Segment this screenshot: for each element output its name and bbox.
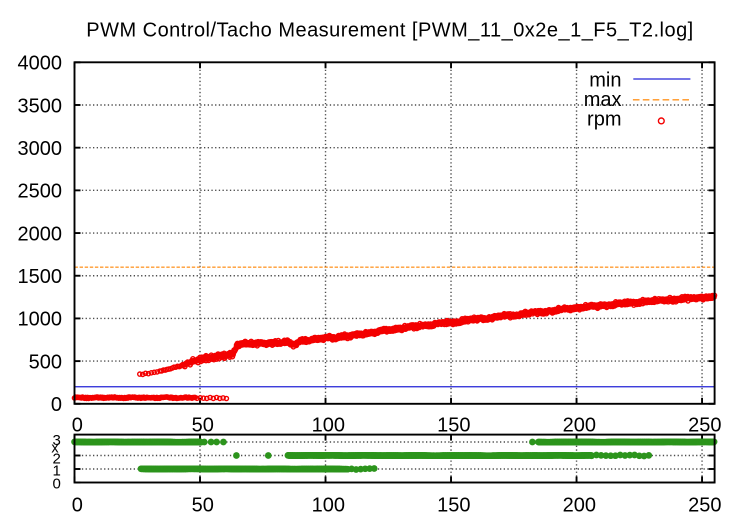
svg-text:2: 2 [52,451,60,468]
svg-text:x: x [51,441,59,457]
svg-text:1: 1 [52,462,60,479]
svg-text:250: 250 [688,415,721,437]
svg-text:250: 250 [688,495,721,517]
svg-text:PWM Control/Tacho Measurement: PWM Control/Tacho Measurement [PWM_11_0x… [86,19,693,41]
svg-text:0: 0 [51,394,62,416]
svg-text:200: 200 [563,415,596,437]
svg-text:200: 200 [563,495,596,517]
svg-text:3: 3 [52,432,60,449]
svg-text:max: max [584,89,622,111]
svg-text:100: 100 [312,495,345,517]
svg-text:0: 0 [72,495,83,517]
svg-text:0: 0 [72,415,83,437]
svg-text:3000: 3000 [18,138,63,160]
svg-text:100: 100 [312,415,345,437]
svg-text:1000: 1000 [18,309,63,331]
svg-text:500: 500 [29,351,62,373]
svg-text:50: 50 [192,495,214,517]
svg-text:150: 150 [437,495,470,517]
svg-text:rpm: rpm [587,109,621,131]
svg-text:2000: 2000 [18,223,63,245]
svg-text:150: 150 [437,415,470,437]
svg-text:4000: 4000 [18,53,63,75]
svg-text:0: 0 [52,475,60,492]
svg-text:1500: 1500 [18,266,63,288]
svg-text:min: min [589,69,621,91]
svg-text:50: 50 [192,415,214,437]
svg-text:2500: 2500 [18,181,63,203]
svg-text:3500: 3500 [18,95,63,117]
